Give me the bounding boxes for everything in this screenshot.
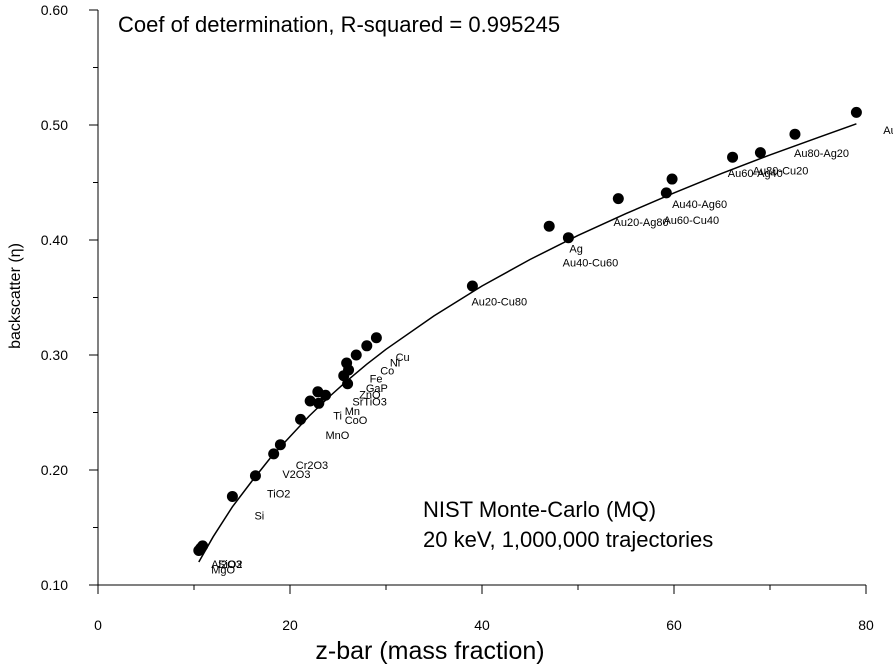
ticks: 0 20 40 60 80 0.10 0.20 0.30 0.40 0.50 0.60: [41, 2, 874, 633]
x-tick-label: 80: [858, 617, 874, 633]
data-point: [789, 128, 801, 140]
x-axis-title: z-bar (mass fraction): [315, 637, 544, 665]
data-point: [562, 232, 574, 244]
data-point: [268, 448, 280, 460]
data-point: [466, 280, 478, 292]
data-point: [666, 173, 678, 185]
point-label: Co: [380, 366, 394, 378]
data-point: [342, 378, 354, 390]
data-point: [361, 340, 373, 352]
data-point: [295, 413, 307, 425]
x-tick-label: 20: [282, 617, 298, 633]
y-axis-title: backscatter (η): [7, 243, 24, 349]
y-tick-label: 0.50: [41, 117, 68, 133]
data-point: [313, 397, 325, 409]
x-tick-label: 0: [94, 617, 102, 633]
point-label: Au40-Ag60: [672, 199, 727, 211]
data-point: [660, 187, 672, 199]
point-label: Au80-Cu20: [753, 165, 809, 177]
point-label: Fe: [370, 374, 383, 386]
point-label: MgO: [211, 565, 235, 577]
point-label: Cu: [396, 352, 410, 364]
data-point: [343, 364, 355, 376]
r-squared-annotation: Coef of determination, R-squared = 0.995…: [118, 12, 560, 37]
y-tick-label: 0.10: [41, 577, 68, 593]
source-annotation-line2: 20 keV, 1,000,000 trajectories: [423, 527, 713, 552]
point-label: SiO2: [218, 559, 242, 571]
point-label: Mn: [345, 406, 360, 418]
data-point: [727, 151, 739, 163]
data-point: [754, 147, 766, 159]
point-label: Au80-Ag20: [794, 148, 849, 160]
y-tick-label: 0.40: [41, 232, 68, 248]
data-point: [274, 439, 286, 451]
point-label: V2O3: [282, 469, 310, 481]
x-tick-label: 40: [474, 617, 490, 633]
point-label: Ni: [390, 358, 400, 370]
point-label: MnO: [326, 430, 350, 442]
y-tick-label: 0.60: [41, 2, 68, 18]
data-point: [249, 470, 261, 482]
data-point: [612, 193, 624, 205]
point-label: ZnO: [359, 390, 381, 402]
data-point: [197, 540, 209, 552]
point-label: Au60-Ag40: [728, 168, 783, 180]
point-label: Au20-Ag80: [614, 217, 669, 229]
point-label: Al2O3: [211, 559, 242, 571]
data-points: [193, 106, 862, 556]
point-label: Au20-Cu80: [471, 297, 527, 309]
data-point: [304, 395, 316, 407]
point-label: Au40-Cu60: [563, 257, 619, 269]
data-point: [850, 106, 862, 118]
x-tick-label: 60: [666, 617, 682, 633]
point-label: Cr2O3: [296, 460, 328, 472]
point-labels: AuAu80-Ag20Au80-Cu20Au60-Ag40Au40-Ag60Au…: [211, 125, 893, 576]
point-label: CoO: [345, 415, 368, 427]
point-label: Ti: [333, 410, 342, 422]
data-point: [350, 349, 362, 361]
point-label: Ag: [569, 244, 582, 256]
y-tick-label: 0.20: [41, 462, 68, 478]
point-label: TiO2: [267, 489, 290, 501]
point-label: Au60-Cu40: [663, 215, 719, 227]
data-point: [320, 389, 332, 401]
point-label: Au: [883, 125, 893, 137]
data-point: [226, 490, 238, 502]
point-label: Si: [254, 510, 264, 522]
point-label: GaP: [366, 383, 388, 395]
data-point: [370, 332, 382, 344]
data-point: [543, 220, 555, 232]
point-label: SrTiO3: [352, 397, 386, 409]
source-annotation-line1: NIST Monte-Carlo (MQ): [423, 497, 656, 522]
y-tick-label: 0.30: [41, 347, 68, 363]
